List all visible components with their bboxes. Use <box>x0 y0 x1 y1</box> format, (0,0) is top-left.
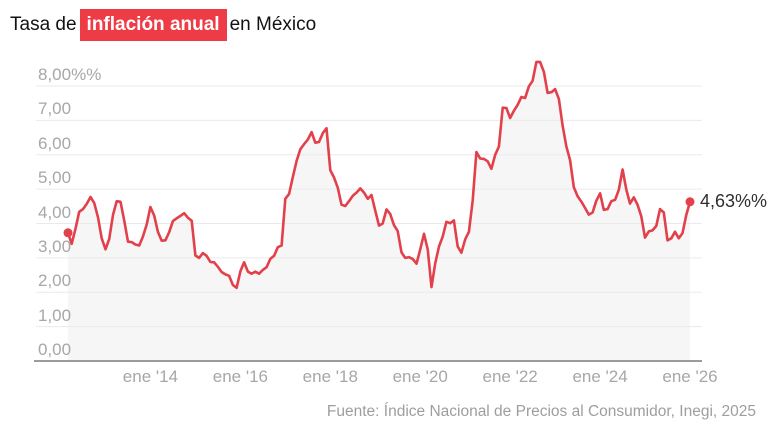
page-title: Tasa de inflación anual en México <box>10 9 316 41</box>
title-highlight: inflación anual <box>79 9 227 41</box>
x-axis-label: ene '18 <box>302 367 358 386</box>
y-axis-label: 0,00 <box>38 340 72 359</box>
title-prefix: Tasa de <box>10 14 77 35</box>
y-axis-label: 5,00 <box>38 168 72 188</box>
source-attribution: Fuente: Índice Nacional de Precios al Co… <box>326 403 756 420</box>
x-axis-label: ene '26 <box>662 367 718 386</box>
y-axis-label: 8,00%% <box>38 65 102 84</box>
x-axis-label: ene '24 <box>572 367 628 386</box>
area-fill <box>68 61 690 362</box>
y-axis-label: 6,00 <box>38 133 72 153</box>
x-axis-label: ene '16 <box>212 367 268 386</box>
x-axis-label: ene '22 <box>482 367 538 386</box>
latest-value-label: 4,63%% <box>700 191 768 211</box>
y-axis-label: 7,00 <box>38 99 72 119</box>
title-suffix: en México <box>229 14 317 35</box>
x-axis-label: ene '14 <box>122 367 179 386</box>
last-point-marker <box>685 197 695 207</box>
y-axis-label: 1,00 <box>38 305 72 325</box>
y-axis-label: 4,00 <box>38 202 72 222</box>
first-point-marker <box>63 228 73 238</box>
inflation-line <box>66 60 692 290</box>
y-axis-label: 3,00 <box>38 236 72 256</box>
y-axis-label: 2,00 <box>38 271 72 291</box>
x-axis-label: ene '20 <box>392 367 448 386</box>
